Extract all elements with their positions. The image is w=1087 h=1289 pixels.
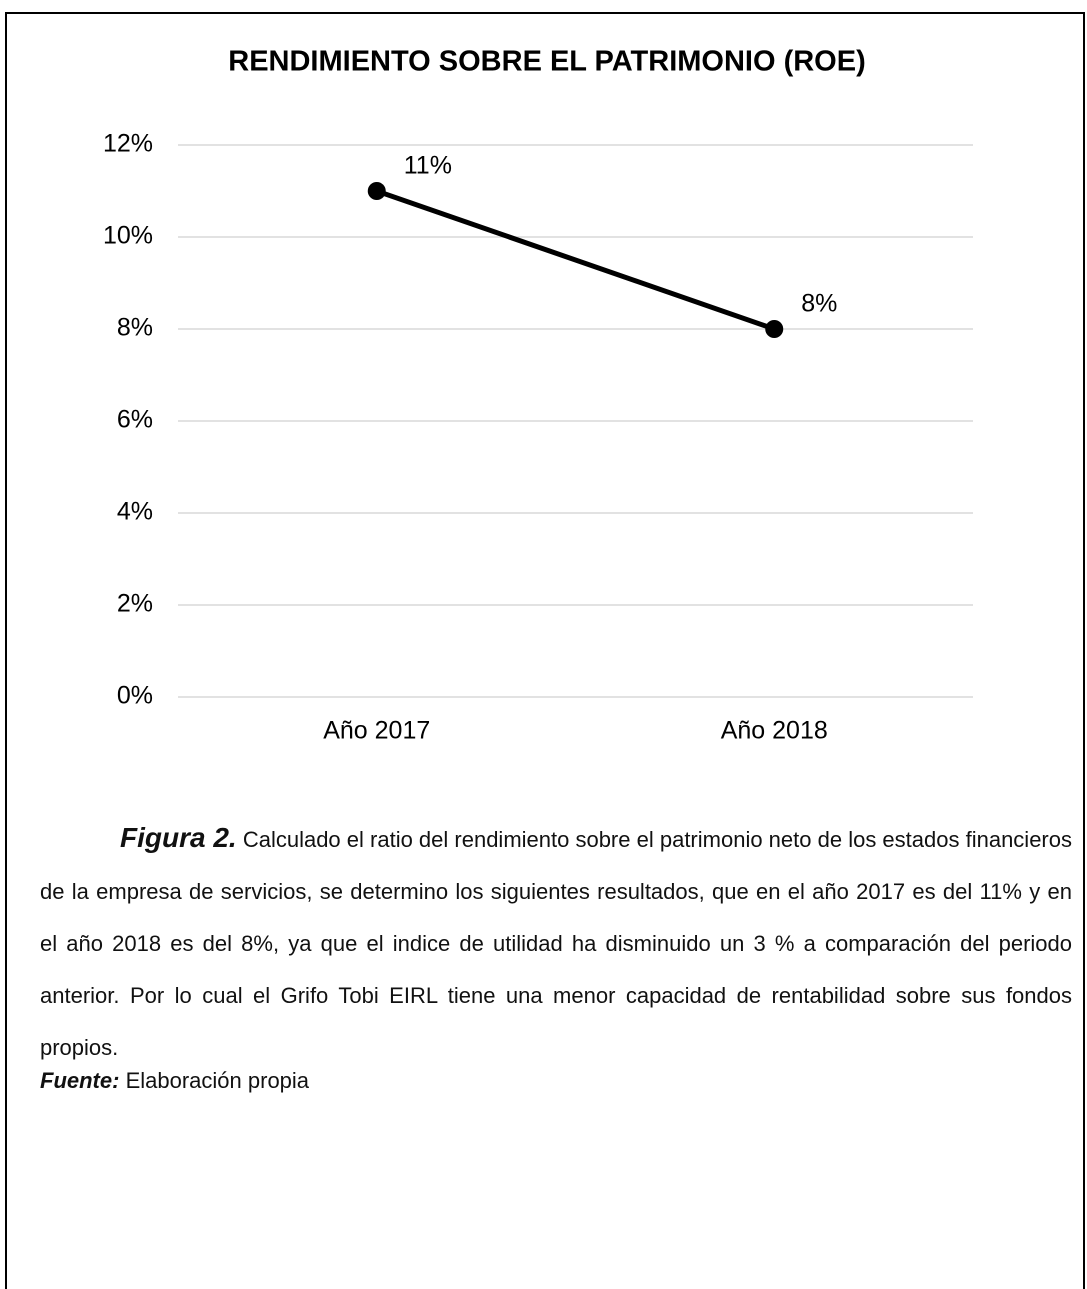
y-tick-label: 8% [117, 314, 153, 342]
data-label: 8% [801, 290, 837, 318]
y-tick-label: 0% [117, 682, 153, 710]
figure-label: Figura 2. [120, 822, 237, 853]
chart-title: RENDIMIENTO SOBRE EL PATRIMONIO (ROE) [228, 46, 866, 78]
y-tick-label: 6% [117, 406, 153, 434]
y-tick-label: 2% [117, 590, 153, 618]
y-tick-label: 10% [103, 222, 153, 250]
caption-text: Calculado el ratio del rendimiento sobre… [40, 827, 1072, 1060]
source: Fuente: Elaboración propia [40, 1058, 309, 1104]
source-label: Fuente: [40, 1068, 120, 1093]
frame [5, 12, 1085, 1289]
source-text: Elaboración propia [125, 1068, 310, 1093]
y-tick-label: 4% [117, 498, 153, 526]
point [765, 320, 784, 338]
point [367, 182, 386, 200]
caption: Figura 2. Calculado el ratio del rendimi… [40, 812, 1072, 1074]
data-label: 11% [404, 152, 452, 180]
series-line [375, 188, 776, 332]
y-tick-label: 12% [103, 130, 153, 158]
x-tick-label: Año 2018 [721, 717, 828, 745]
x-tick-label: Año 2017 [323, 717, 430, 745]
